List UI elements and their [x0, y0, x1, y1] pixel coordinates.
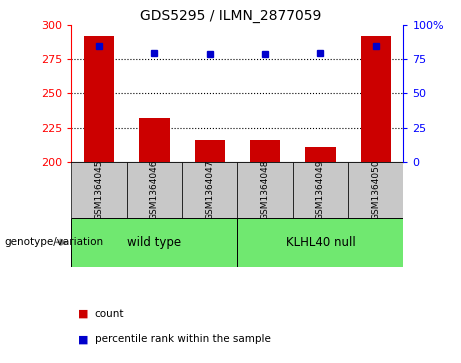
Text: ■: ■ [78, 334, 89, 344]
Bar [195, 140, 225, 162]
Text: GSM1364046: GSM1364046 [150, 159, 159, 220]
Text: GSM1364047: GSM1364047 [205, 159, 214, 220]
Bar [237, 218, 403, 267]
Text: count: count [95, 309, 124, 319]
Text: GSM1364048: GSM1364048 [260, 159, 270, 220]
Text: GSM1364049: GSM1364049 [316, 159, 325, 220]
Bar [84, 36, 114, 162]
Text: GSM1364050: GSM1364050 [371, 159, 380, 220]
Text: GDS5295 / ILMN_2877059: GDS5295 / ILMN_2877059 [140, 9, 321, 23]
Bar [293, 162, 348, 218]
Text: wild type: wild type [127, 236, 182, 249]
Text: genotype/variation: genotype/variation [5, 237, 104, 247]
Text: ■: ■ [78, 309, 89, 319]
Bar [348, 162, 403, 218]
Bar [139, 118, 170, 162]
Bar [237, 162, 293, 218]
Bar [71, 218, 237, 267]
Text: KLHL40 null: KLHL40 null [285, 236, 355, 249]
Bar [127, 162, 182, 218]
Bar [305, 147, 336, 162]
Text: GSM1364045: GSM1364045 [95, 159, 104, 220]
Bar [182, 162, 237, 218]
Text: percentile rank within the sample: percentile rank within the sample [95, 334, 271, 344]
Bar [250, 140, 280, 162]
Bar [71, 162, 127, 218]
Bar [361, 36, 391, 162]
